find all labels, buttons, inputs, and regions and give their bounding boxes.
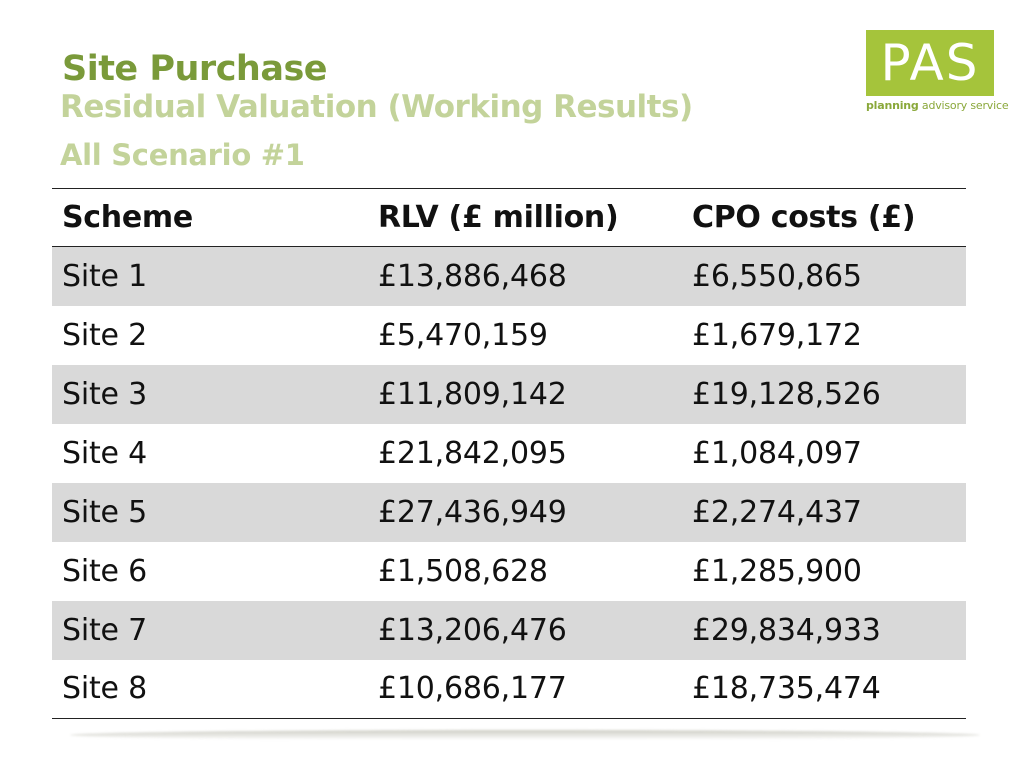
cell-rlv: £27,436,949 (378, 494, 567, 530)
pas-logo-mark: PAS (866, 30, 994, 96)
table-row: Site 8 £10,686,177 £18,735,474 (52, 660, 966, 719)
valuation-table: Scheme RLV (£ million) CPO costs (£) Sit… (52, 188, 966, 719)
header-cpo-costs: CPO costs (£) (692, 200, 916, 235)
table-row: Site 1 £13,886,468 £6,550,865 (52, 246, 966, 306)
cell-rlv: £13,206,476 (378, 612, 567, 648)
cell-cpo-costs: £19,128,526 (692, 376, 881, 412)
table-drop-shadow (70, 730, 980, 740)
cell-rlv: £11,809,142 (378, 376, 567, 412)
cell-scheme: Site 1 (62, 258, 148, 294)
table-row: Site 6 £1,508,628 £1,285,900 (52, 542, 966, 601)
cell-scheme: Site 8 (62, 671, 148, 707)
cell-rlv: £1,508,628 (378, 553, 548, 589)
pas-logo-tagline: planning advisory service (866, 99, 1009, 112)
cell-cpo-costs: £1,679,172 (692, 317, 862, 353)
cell-cpo-costs: £1,285,900 (692, 553, 862, 589)
slide-subtitle: Residual Valuation (Working Results) (60, 89, 693, 125)
cell-rlv: £10,686,177 (378, 671, 567, 707)
cell-cpo-costs: £1,084,097 (692, 435, 862, 471)
cell-cpo-costs: £6,550,865 (692, 258, 862, 294)
table-row: Site 2 £5,470,159 £1,679,172 (52, 306, 966, 365)
slide-title: Site Purchase (62, 49, 328, 89)
cell-scheme: Site 5 (62, 494, 148, 530)
cell-rlv: £13,886,468 (378, 258, 567, 294)
header-scheme: Scheme (62, 200, 193, 235)
cell-rlv: £21,842,095 (378, 435, 567, 471)
cell-rlv: £5,470,159 (378, 317, 548, 353)
cell-scheme: Site 6 (62, 553, 148, 589)
table-row: Site 5 £27,436,949 £2,274,437 (52, 482, 966, 542)
table-row: Site 7 £13,206,476 £29,834,933 (52, 600, 966, 660)
header-rlv: RLV (£ million) (378, 200, 619, 235)
pas-logo-tagline-rest: advisory service (918, 99, 1009, 112)
scenario-label: All Scenario #1 (60, 138, 305, 172)
cell-cpo-costs: £29,834,933 (692, 612, 881, 648)
cell-cpo-costs: £2,274,437 (692, 494, 862, 530)
cell-scheme: Site 4 (62, 435, 148, 471)
cell-scheme: Site 7 (62, 612, 148, 648)
table-row: Site 4 £21,842,095 £1,084,097 (52, 424, 966, 483)
cell-scheme: Site 2 (62, 317, 148, 353)
cell-cpo-costs: £18,735,474 (692, 671, 881, 707)
pas-logo: PAS planning advisory service (866, 30, 1009, 112)
table-row: Site 3 £11,809,142 £19,128,526 (52, 364, 966, 424)
pas-logo-tagline-bold: planning (866, 99, 919, 112)
cell-scheme: Site 3 (62, 376, 148, 412)
table-header-row: Scheme RLV (£ million) CPO costs (£) (52, 188, 966, 247)
